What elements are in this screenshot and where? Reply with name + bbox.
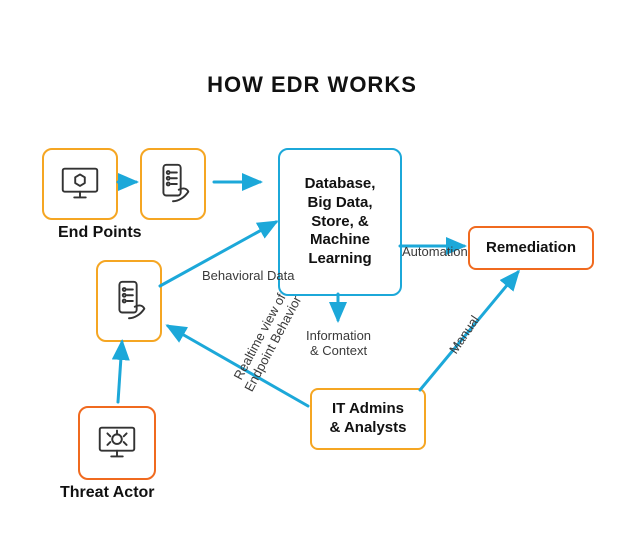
edge-label: Manual [446,313,482,357]
endpoints-label: End Points [58,224,142,242]
phone-hand-icon [106,278,152,324]
diagram-stage: HOW EDR WORKS End Points Threat Actor [0,0,624,536]
monitor-icon [57,161,103,207]
node-threat-actor [78,406,156,480]
diagram-title: HOW EDR WORKS [0,72,624,98]
it-admins-label: IT Admins & Analysts [330,400,407,438]
node-phone-infected [96,260,162,342]
threat-actor-label: Threat Actor [60,484,155,502]
edge-label: Behavioral Data [202,268,295,283]
edge-label: Automation [402,244,468,259]
node-endpoint-phone [140,148,206,220]
edge-label: Information & Context [306,328,371,358]
node-remediation: Remediation [468,226,594,270]
monitor-bug-icon [94,420,140,466]
phone-hand-icon [150,161,196,207]
remediation-label: Remediation [486,239,576,258]
node-database: Database, Big Data, Store, & Machine Lea… [278,148,402,296]
node-endpoint-monitor [42,148,118,220]
edge-label: Realtime view of Endpoint Behavior [228,286,304,394]
node-it-admins: IT Admins & Analysts [310,388,426,450]
database-label: Database, Big Data, Store, & Machine Lea… [305,175,376,269]
